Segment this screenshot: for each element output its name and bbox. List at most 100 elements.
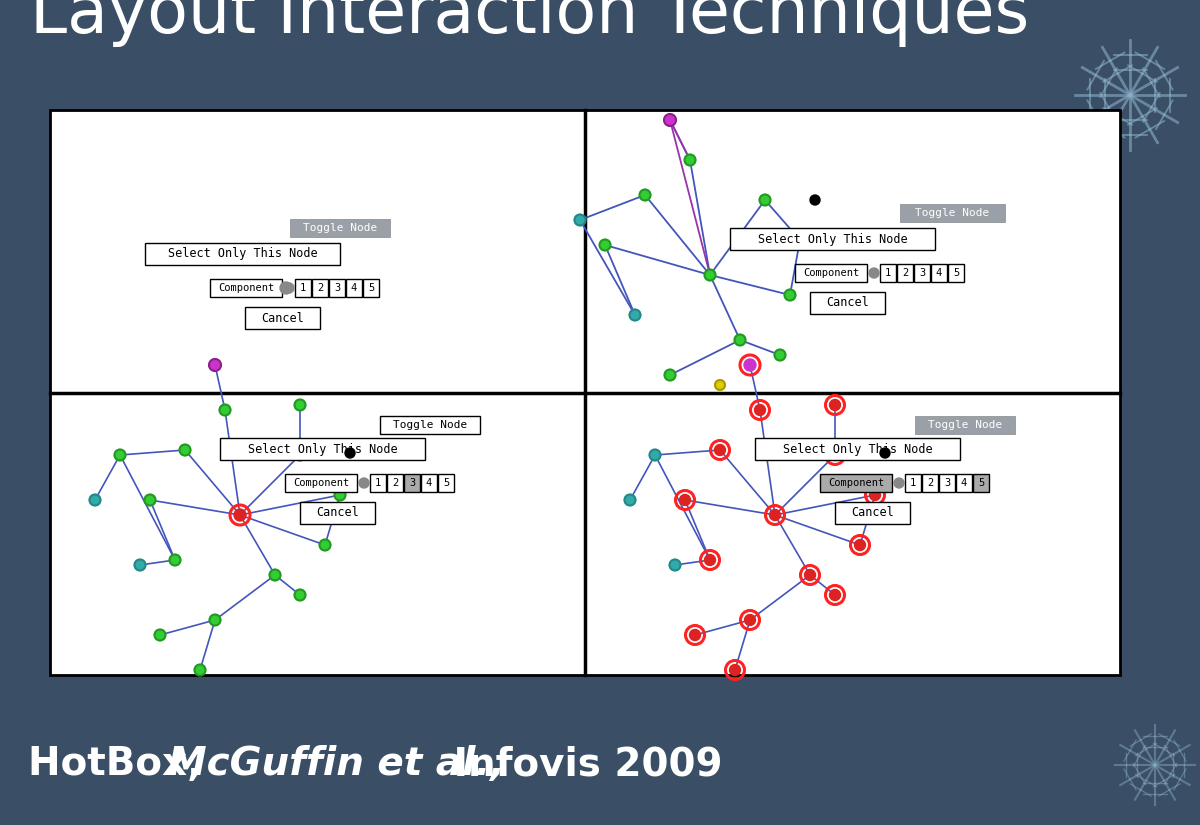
Bar (905, 474, 922, 492)
Text: Cancel: Cancel (851, 507, 894, 520)
Circle shape (294, 590, 306, 601)
Bar (286, 474, 358, 492)
Circle shape (180, 445, 191, 455)
Bar (380, 416, 480, 434)
Bar (835, 502, 910, 524)
Circle shape (785, 290, 796, 300)
Text: Select Only This Node: Select Only This Node (168, 248, 317, 261)
Bar (300, 502, 374, 524)
Text: Layout Interaction Techniques: Layout Interaction Techniques (30, 0, 1030, 47)
Bar (880, 264, 896, 282)
Text: Select Only This Node: Select Only This Node (757, 233, 907, 246)
Bar (210, 279, 282, 297)
Text: 5: 5 (443, 478, 449, 488)
Text: Select Only This Node: Select Only This Node (782, 442, 932, 455)
Circle shape (829, 450, 840, 460)
Circle shape (880, 448, 890, 458)
Text: 4: 4 (350, 283, 358, 293)
Circle shape (684, 154, 696, 166)
Text: Toggle Node: Toggle Node (392, 420, 467, 430)
Circle shape (679, 494, 690, 506)
Bar (245, 307, 320, 329)
Circle shape (769, 510, 780, 521)
Bar (386, 474, 403, 492)
Bar (145, 243, 340, 265)
Circle shape (829, 590, 840, 601)
Text: 4: 4 (961, 478, 967, 488)
Circle shape (600, 239, 611, 251)
Text: 1: 1 (910, 478, 916, 488)
Circle shape (760, 195, 770, 205)
Circle shape (704, 554, 715, 565)
Bar (346, 279, 362, 297)
Bar (796, 264, 866, 282)
Circle shape (624, 494, 636, 506)
Bar (956, 474, 972, 492)
Text: 2: 2 (392, 478, 398, 488)
Circle shape (90, 494, 101, 506)
Circle shape (114, 450, 126, 460)
Circle shape (870, 489, 881, 501)
Circle shape (220, 404, 230, 416)
Text: Component: Component (828, 478, 884, 488)
Bar (329, 279, 346, 297)
Bar (900, 204, 1006, 222)
Circle shape (194, 664, 205, 676)
Circle shape (665, 370, 676, 380)
Bar (810, 292, 886, 314)
Circle shape (744, 359, 756, 371)
Text: 1: 1 (300, 283, 306, 293)
Text: 4: 4 (426, 478, 432, 488)
Circle shape (640, 190, 650, 200)
Circle shape (335, 489, 346, 501)
Circle shape (730, 664, 740, 676)
Bar (312, 279, 328, 297)
Bar (914, 264, 930, 282)
Text: 2: 2 (926, 478, 934, 488)
Circle shape (744, 615, 756, 625)
Circle shape (664, 114, 676, 126)
Bar (438, 474, 454, 492)
Circle shape (280, 282, 292, 294)
Text: Infovis 2009: Infovis 2009 (440, 745, 722, 783)
Bar (50, 110, 1120, 675)
Circle shape (575, 214, 586, 225)
Circle shape (270, 569, 281, 581)
Circle shape (169, 554, 180, 565)
Text: 5: 5 (368, 283, 374, 293)
Text: 1: 1 (884, 268, 892, 278)
Bar (290, 219, 390, 237)
Circle shape (155, 629, 166, 640)
Circle shape (869, 268, 878, 278)
Bar (370, 474, 386, 492)
Text: Cancel: Cancel (316, 507, 359, 520)
Text: 3: 3 (409, 478, 415, 488)
Bar (898, 264, 913, 282)
Bar (820, 474, 892, 492)
Circle shape (794, 234, 805, 246)
Circle shape (755, 404, 766, 416)
Bar (940, 474, 955, 492)
Text: HotBox,: HotBox, (28, 745, 216, 783)
Bar (973, 474, 989, 492)
Text: 4: 4 (936, 268, 942, 278)
Circle shape (210, 615, 221, 625)
Text: Cancel: Cancel (262, 312, 304, 324)
Circle shape (854, 540, 865, 550)
Circle shape (134, 559, 145, 571)
Bar (295, 279, 311, 297)
Bar (931, 264, 947, 282)
Circle shape (284, 283, 294, 293)
Text: 3: 3 (944, 478, 950, 488)
Circle shape (894, 478, 904, 488)
Circle shape (734, 334, 745, 346)
Circle shape (715, 380, 725, 390)
Bar (421, 474, 437, 492)
Text: Toggle Node: Toggle Node (928, 420, 1002, 430)
Bar (755, 438, 960, 460)
Circle shape (346, 448, 355, 458)
Circle shape (294, 450, 306, 460)
Circle shape (774, 350, 786, 361)
Bar (404, 474, 420, 492)
Text: Component: Component (218, 283, 274, 293)
